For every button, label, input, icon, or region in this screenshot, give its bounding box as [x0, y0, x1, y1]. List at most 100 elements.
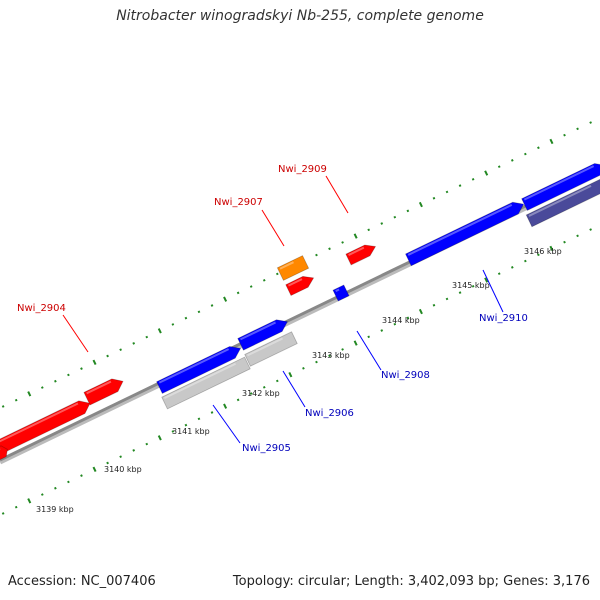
tick-mark: [406, 316, 410, 320]
gene-arrow-body: [0, 445, 8, 461]
tick-mark: [576, 127, 579, 131]
accession-text: Accession: NC_007406: [8, 574, 156, 589]
gene-arrow-2909: [345, 244, 377, 266]
leader-line: [482, 269, 504, 313]
gene-label: Nwi_2910: [479, 313, 528, 324]
tick-mark: [524, 259, 527, 263]
gene-arrow-highlight: [163, 362, 236, 399]
tick-mark: [537, 146, 540, 150]
tick-mark: [288, 371, 293, 378]
gene-arrow-highlight: [528, 184, 592, 217]
tick-mark: [210, 304, 214, 307]
tick-mark: [367, 335, 371, 339]
gene-arrow-highlight: [0, 402, 79, 443]
gene-arrow-red-b: [83, 378, 124, 406]
tick-mark: [223, 296, 228, 302]
tick-mark: [367, 228, 371, 232]
tick-mark: [171, 430, 175, 433]
tick-label: 3145 kbp: [452, 281, 490, 290]
tick-mark: [157, 435, 162, 441]
tick-label: 3143 kbp: [312, 351, 350, 360]
tick-mark: [275, 379, 279, 383]
tick-mark: [197, 310, 201, 314]
leader-line: [212, 404, 241, 444]
gene-arrow-red-edge: [0, 445, 8, 461]
tick-mark: [471, 284, 475, 288]
tick-mark: [67, 373, 70, 377]
tick-mark: [353, 340, 358, 346]
tick-mark: [40, 493, 44, 496]
tick-label: 3140 kbp: [104, 465, 142, 474]
tick-mark: [497, 272, 501, 276]
tick-mark: [549, 245, 554, 252]
tick-mark: [80, 474, 83, 477]
leader-line: [325, 175, 349, 214]
gene-arrow-purple: [525, 178, 600, 228]
gene-arrow-body: [345, 244, 377, 266]
tick-mark: [262, 278, 266, 282]
gene-label: Nwi_2906: [305, 408, 354, 419]
tick-mark: [145, 335, 149, 339]
tick-mark: [432, 303, 436, 307]
tick-mark: [471, 177, 475, 181]
tick-mark: [576, 234, 579, 238]
tick-mark: [432, 196, 436, 200]
tick-mark: [27, 498, 32, 504]
tick-mark: [27, 391, 32, 397]
tick-mark: [236, 398, 240, 402]
tick-mark: [132, 342, 136, 345]
tick-mark: [157, 328, 162, 334]
tick-mark: [171, 323, 175, 326]
lower-tick-line: [1, 228, 592, 515]
tick-mark: [341, 241, 344, 244]
gene-arrow-body: [156, 346, 242, 394]
gene-arrow-body: [525, 178, 600, 228]
tick-mark: [524, 152, 527, 156]
tick-mark: [484, 277, 489, 283]
gene-arrow-highlight: [239, 321, 276, 341]
tick-mark: [145, 442, 149, 446]
tick-mark: [484, 170, 489, 176]
gene-label: Nwi_2905: [242, 443, 291, 454]
gene-label: Nwi_2908: [381, 370, 430, 381]
leader-line: [356, 330, 382, 371]
gene-arrow-body: [161, 356, 251, 410]
genome-summary: Topology: circular; Length: 3,402,093 bp…: [232, 574, 590, 589]
tick-mark: [445, 190, 449, 194]
tick-mark: [458, 184, 462, 187]
gene-arrow-body: [244, 331, 298, 367]
gene-arrow-2905: [156, 346, 242, 394]
gene-arrow-body: [521, 163, 600, 211]
tick-mark: [418, 308, 423, 315]
tick-mark: [14, 505, 18, 509]
tick-mark: [315, 360, 318, 364]
tick-mark: [589, 228, 592, 231]
tick-label: 3144 kbp: [382, 316, 420, 325]
gene-arrow-2910: [405, 201, 525, 267]
gene-arrow-highlight: [523, 165, 595, 201]
gene-label: Nwi_2907: [214, 197, 263, 208]
tick-mark: [223, 403, 228, 409]
tick-mark: [458, 291, 462, 294]
tick-mark: [393, 215, 397, 219]
gene-arrow-highlight: [86, 380, 112, 395]
tick-mark: [393, 322, 397, 326]
gene-arrow-body: [276, 255, 310, 281]
map-title: Nitrobacter winogradskyi Nb-255, complet…: [116, 8, 484, 24]
tick-mark: [328, 354, 331, 358]
tick-mark: [275, 272, 279, 276]
tick-mark: [445, 297, 449, 301]
tick-mark: [106, 461, 109, 465]
tick-mark: [197, 417, 201, 421]
tick-mark: [14, 398, 18, 402]
gene-arrow-body: [405, 201, 525, 267]
tick-mark: [497, 165, 501, 169]
gene-arrow-body: [83, 378, 124, 406]
tick-mark: [80, 367, 83, 370]
tick-mark: [92, 359, 97, 365]
gene-arrow-2906: [237, 319, 289, 351]
gene-arrow-highlight: [279, 261, 294, 270]
tick-mark: [54, 379, 57, 383]
tick-mark: [92, 466, 97, 472]
